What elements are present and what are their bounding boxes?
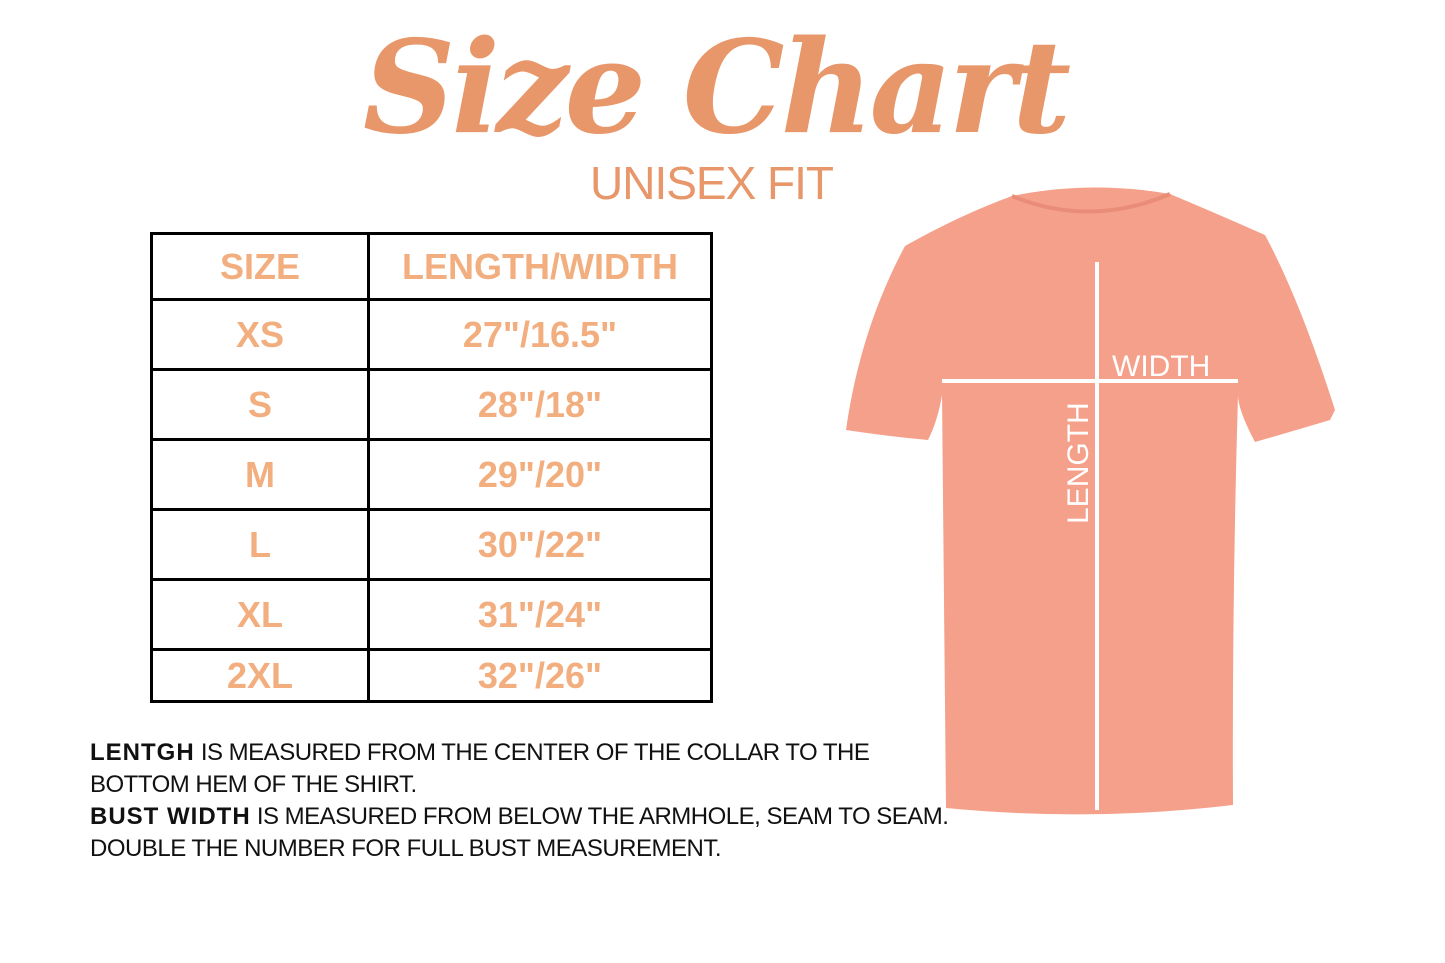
size-cell: 2XL [150, 648, 370, 703]
measure-cell: 30"/22" [367, 508, 713, 581]
table-row: L 30"/22" [150, 508, 713, 581]
size-cell: S [150, 368, 370, 441]
header-length-width: LENGTH/WIDTH [367, 232, 713, 301]
note-length-text: IS MEASURED FROM THE CENTER OF THE COLLA… [90, 739, 870, 798]
size-cell: L [150, 508, 370, 581]
width-label: WIDTH [1112, 350, 1210, 383]
page-title: Size Chart [362, 13, 1071, 163]
measure-cell: 31"/24" [367, 578, 713, 651]
measure-cell: 32"/26" [367, 648, 713, 703]
length-label: LENGTH [1062, 402, 1095, 524]
size-cell: XS [150, 298, 370, 371]
table-row: 2XL 32"/26" [150, 648, 713, 703]
measure-cell: 27"/16.5" [367, 298, 713, 371]
collar [1011, 192, 1171, 214]
table-row: XS 27"/16.5" [150, 298, 713, 371]
table-row: S 28"/18" [150, 368, 713, 441]
measurement-notes: LENTGH IS MEASURED FROM THE CENTER OF TH… [90, 737, 950, 865]
size-cell: M [150, 438, 370, 511]
table-row: M 29"/20" [150, 438, 713, 511]
size-cell: XL [150, 578, 370, 651]
note-bust-text: IS MEASURED FROM BELOW THE ARMHOLE, SEAM… [90, 803, 949, 862]
measure-cell: 28"/18" [367, 368, 713, 441]
subtitle: UNISEX FIT [590, 157, 834, 209]
header-size: SIZE [150, 232, 370, 301]
table-header-row: SIZE LENGTH/WIDTH [150, 232, 713, 301]
note-length-term: LENTGH [90, 739, 195, 766]
size-table: SIZE LENGTH/WIDTH XS 27"/16.5" S 28"/18" M… [150, 232, 713, 703]
note-bust-term: BUST WIDTH [90, 803, 251, 830]
table-row: XL 31"/24" [150, 578, 713, 651]
note-length: LENTGH IS MEASURED FROM THE CENTER OF TH… [90, 737, 950, 801]
note-bust-width: BUST WIDTH IS MEASURED FROM BELOW THE AR… [90, 801, 950, 865]
measure-cell: 29"/20" [367, 438, 713, 511]
tshirt-shape [846, 187, 1335, 815]
title-block: Size Chart UNISEX FIT [0, 13, 1445, 209]
